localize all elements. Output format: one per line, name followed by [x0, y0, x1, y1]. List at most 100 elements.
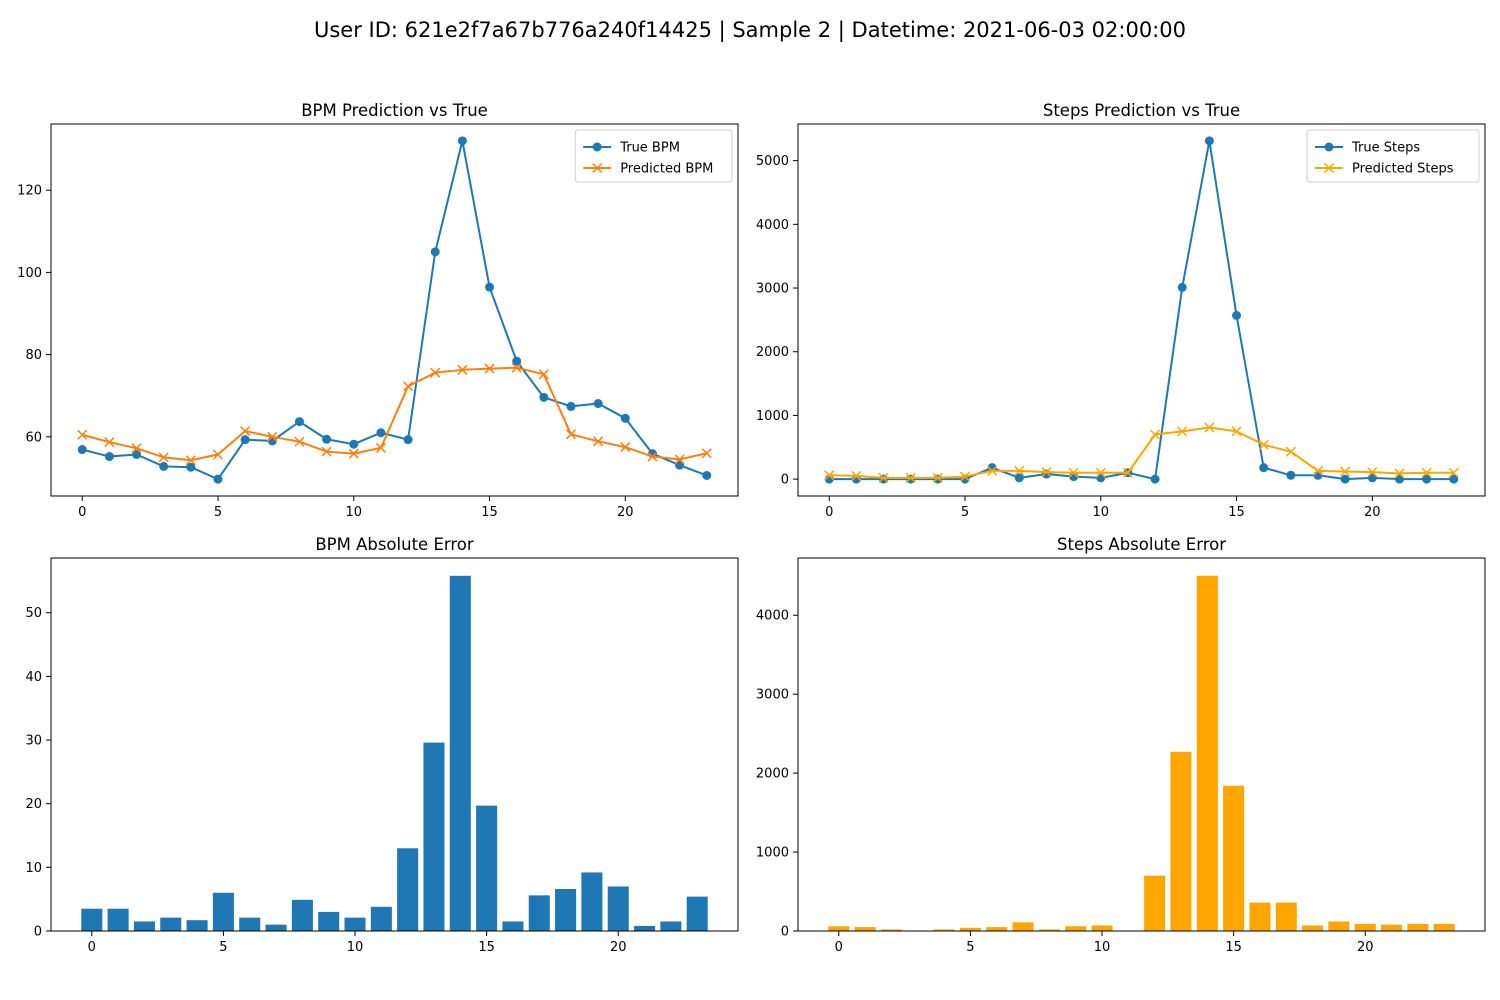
bar	[1091, 925, 1113, 931]
x-tick-label: 15	[481, 505, 498, 520]
bar	[555, 888, 577, 931]
data-point	[104, 437, 115, 448]
data-point	[1177, 282, 1187, 292]
x-tick-label: 10	[1092, 505, 1109, 520]
x-tick-label: 5	[219, 940, 227, 955]
data-point	[457, 364, 468, 375]
legend: True BPM Predicted BPM	[574, 129, 733, 183]
axes-frame	[797, 557, 1486, 932]
y-tick-label: 100	[17, 266, 42, 281]
data-point	[158, 452, 169, 463]
data-point	[1340, 474, 1350, 484]
legend-frame	[1306, 129, 1480, 183]
bar	[1302, 925, 1324, 931]
data-point	[1204, 136, 1214, 146]
chart-title: Steps Prediction vs True	[1043, 101, 1240, 120]
bar	[1275, 902, 1297, 931]
data-point	[1422, 474, 1432, 484]
data-point	[647, 451, 658, 462]
bar	[344, 917, 366, 931]
data-point	[1041, 469, 1051, 479]
bar	[933, 929, 955, 931]
data-point	[1014, 473, 1024, 483]
bar	[528, 895, 550, 931]
data-point	[675, 460, 685, 470]
bar	[212, 892, 234, 931]
data-point	[132, 449, 142, 459]
data-point	[1096, 473, 1106, 483]
y-tick-label: 4000	[756, 609, 789, 624]
bar	[660, 921, 682, 931]
data-point	[1367, 467, 1378, 478]
data-point	[593, 436, 604, 447]
data-point	[457, 136, 467, 146]
data-point	[376, 428, 386, 438]
bar	[880, 929, 902, 931]
y-tick-label: 10	[25, 861, 42, 876]
data-point	[1340, 466, 1351, 477]
bar	[107, 908, 129, 931]
bar	[1065, 926, 1087, 931]
data-point	[959, 471, 971, 482]
steps-absolute-error-chart: Steps Absolute Error 0 5 10 15 20 0 1000 2000 300…	[756, 535, 1486, 955]
data-point	[906, 474, 916, 484]
bar	[1223, 785, 1245, 931]
chart-title: BPM Prediction vs True	[301, 101, 488, 120]
data-point	[403, 435, 413, 445]
figure-suptitle: User ID: 621e2f7a67b776a240f14425 | Samp…	[314, 18, 1186, 43]
data-point	[322, 434, 332, 444]
chart-title: Steps Absolute Error	[1057, 535, 1226, 554]
bar	[828, 926, 850, 931]
y-tick-label: 5000	[756, 154, 789, 169]
data-point	[375, 442, 386, 453]
x-tick-label: 0	[835, 940, 843, 955]
data-point	[240, 435, 250, 445]
data-point	[932, 472, 943, 483]
data-point	[620, 442, 631, 453]
data-point	[131, 443, 142, 454]
bar	[449, 575, 471, 931]
y-tick-label: 20	[25, 797, 42, 812]
y-tick-label: 0	[34, 925, 42, 940]
data-point	[1095, 467, 1106, 478]
data-point	[485, 282, 495, 292]
data-point	[349, 439, 359, 449]
bar	[502, 921, 524, 931]
data-point	[1449, 474, 1459, 484]
y-tick-label: 0	[781, 925, 789, 940]
data-point	[565, 429, 577, 440]
data-point	[240, 426, 251, 437]
data-point	[212, 449, 224, 460]
y-tick-label: 1000	[756, 409, 789, 424]
data-point	[1258, 439, 1269, 450]
data-point	[1041, 467, 1052, 478]
data-point	[104, 452, 114, 462]
x-tick-label: 20	[610, 940, 627, 955]
data-point	[878, 472, 889, 483]
y-tick-label: 3000	[756, 688, 789, 703]
data-point	[593, 399, 603, 409]
bar	[1144, 875, 1166, 931]
bar	[318, 911, 340, 931]
x-tick-label: 5	[961, 505, 969, 520]
data-point	[1014, 465, 1025, 476]
x-tick-label: 20	[617, 505, 634, 520]
data-point	[1204, 422, 1215, 433]
axes-frame	[50, 123, 739, 497]
bar	[1170, 751, 1192, 931]
bar	[1012, 922, 1034, 931]
bar	[686, 896, 708, 931]
data-point	[1313, 470, 1323, 480]
x-tick-label: 15	[478, 940, 495, 955]
y-tick-label: 0	[781, 473, 789, 488]
y-tick-label: 50	[25, 606, 42, 621]
series-line	[81, 366, 707, 462]
data-point	[1367, 473, 1377, 483]
steps-prediction-chart: Steps Prediction vs True 0 5 10 15 20 0 1000 200…	[756, 101, 1486, 520]
data-point	[511, 362, 522, 373]
data-point	[905, 472, 916, 483]
data-point	[824, 470, 835, 481]
bar	[1328, 921, 1350, 931]
data-point	[1286, 470, 1296, 480]
legend-label: Predicted Steps	[1352, 162, 1454, 177]
